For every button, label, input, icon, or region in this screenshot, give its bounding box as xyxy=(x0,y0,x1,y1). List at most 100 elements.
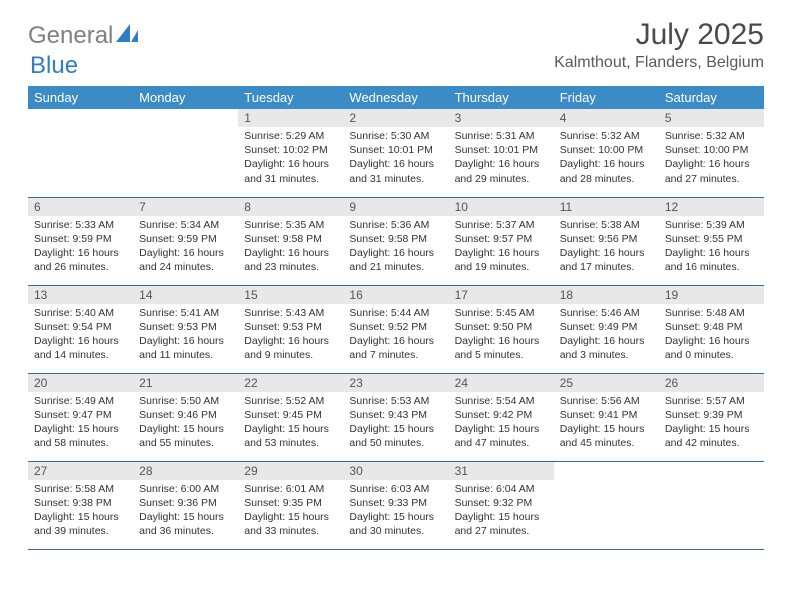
day-details: Sunrise: 5:34 AMSunset: 9:59 PMDaylight:… xyxy=(133,216,238,279)
day-number: 27 xyxy=(28,462,133,480)
day-details: Sunrise: 5:38 AMSunset: 9:56 PMDaylight:… xyxy=(554,216,659,279)
calendar-day-cell: 5Sunrise: 5:32 AMSunset: 10:00 PMDayligh… xyxy=(659,109,764,197)
weekday-header: Monday xyxy=(133,86,238,109)
calendar-day-cell: 21Sunrise: 5:50 AMSunset: 9:46 PMDayligh… xyxy=(133,373,238,461)
day-details: Sunrise: 5:30 AMSunset: 10:01 PMDaylight… xyxy=(343,127,448,190)
logo: General xyxy=(28,22,141,50)
weekday-header-row: SundayMondayTuesdayWednesdayThursdayFrid… xyxy=(28,86,764,109)
day-details: Sunrise: 5:44 AMSunset: 9:52 PMDaylight:… xyxy=(343,304,448,367)
calendar-day-cell: 14Sunrise: 5:41 AMSunset: 9:53 PMDayligh… xyxy=(133,285,238,373)
calendar-day-cell: 30Sunrise: 6:03 AMSunset: 9:33 PMDayligh… xyxy=(343,461,448,549)
calendar-day-cell: 15Sunrise: 5:43 AMSunset: 9:53 PMDayligh… xyxy=(238,285,343,373)
calendar-table: SundayMondayTuesdayWednesdayThursdayFrid… xyxy=(28,86,764,550)
day-details: Sunrise: 5:36 AMSunset: 9:58 PMDaylight:… xyxy=(343,216,448,279)
day-number: 21 xyxy=(133,374,238,392)
calendar-day-cell: 3Sunrise: 5:31 AMSunset: 10:01 PMDayligh… xyxy=(449,109,554,197)
day-details: Sunrise: 5:45 AMSunset: 9:50 PMDaylight:… xyxy=(449,304,554,367)
day-details: Sunrise: 5:50 AMSunset: 9:46 PMDaylight:… xyxy=(133,392,238,455)
day-details: Sunrise: 5:54 AMSunset: 9:42 PMDaylight:… xyxy=(449,392,554,455)
calendar-day-cell: 2Sunrise: 5:30 AMSunset: 10:01 PMDayligh… xyxy=(343,109,448,197)
day-number: 14 xyxy=(133,286,238,304)
day-details: Sunrise: 5:41 AMSunset: 9:53 PMDaylight:… xyxy=(133,304,238,367)
calendar-day-cell: 10Sunrise: 5:37 AMSunset: 9:57 PMDayligh… xyxy=(449,197,554,285)
day-number: 13 xyxy=(28,286,133,304)
calendar-day-cell: 29Sunrise: 6:01 AMSunset: 9:35 PMDayligh… xyxy=(238,461,343,549)
day-number: 10 xyxy=(449,198,554,216)
day-number: 30 xyxy=(343,462,448,480)
day-number: 6 xyxy=(28,198,133,216)
day-number: 5 xyxy=(659,109,764,127)
day-number: 3 xyxy=(449,109,554,127)
day-number: 23 xyxy=(343,374,448,392)
weekday-header: Friday xyxy=(554,86,659,109)
day-details: Sunrise: 5:32 AMSunset: 10:00 PMDaylight… xyxy=(554,127,659,190)
day-details: Sunrise: 5:46 AMSunset: 9:49 PMDaylight:… xyxy=(554,304,659,367)
day-details: Sunrise: 5:32 AMSunset: 10:00 PMDaylight… xyxy=(659,127,764,190)
calendar-day-cell: 22Sunrise: 5:52 AMSunset: 9:45 PMDayligh… xyxy=(238,373,343,461)
calendar-day-cell: 17Sunrise: 5:45 AMSunset: 9:50 PMDayligh… xyxy=(449,285,554,373)
day-number: 9 xyxy=(343,198,448,216)
calendar-day-cell: 26Sunrise: 5:57 AMSunset: 9:39 PMDayligh… xyxy=(659,373,764,461)
day-details: Sunrise: 5:31 AMSunset: 10:01 PMDaylight… xyxy=(449,127,554,190)
day-number: 2 xyxy=(343,109,448,127)
day-number: 16 xyxy=(343,286,448,304)
calendar-body: . . 1Sunrise: 5:29 AMSunset: 10:02 PMDay… xyxy=(28,109,764,549)
calendar-day-cell: 27Sunrise: 5:58 AMSunset: 9:38 PMDayligh… xyxy=(28,461,133,549)
month-title: July 2025 xyxy=(554,18,764,52)
day-details: Sunrise: 5:35 AMSunset: 9:58 PMDaylight:… xyxy=(238,216,343,279)
calendar-day-cell: . xyxy=(554,461,659,549)
calendar-day-cell: 16Sunrise: 5:44 AMSunset: 9:52 PMDayligh… xyxy=(343,285,448,373)
day-number: 24 xyxy=(449,374,554,392)
day-number: 8 xyxy=(238,198,343,216)
day-number: 15 xyxy=(238,286,343,304)
weekday-header: Tuesday xyxy=(238,86,343,109)
calendar-day-cell: 31Sunrise: 6:04 AMSunset: 9:32 PMDayligh… xyxy=(449,461,554,549)
calendar-day-cell: 7Sunrise: 5:34 AMSunset: 9:59 PMDaylight… xyxy=(133,197,238,285)
calendar-day-cell: 6Sunrise: 5:33 AMSunset: 9:59 PMDaylight… xyxy=(28,197,133,285)
weekday-header: Sunday xyxy=(28,86,133,109)
day-details: Sunrise: 5:52 AMSunset: 9:45 PMDaylight:… xyxy=(238,392,343,455)
day-number: 17 xyxy=(449,286,554,304)
weekday-header: Saturday xyxy=(659,86,764,109)
day-number: 29 xyxy=(238,462,343,480)
calendar-day-cell: 25Sunrise: 5:56 AMSunset: 9:41 PMDayligh… xyxy=(554,373,659,461)
day-number: 31 xyxy=(449,462,554,480)
calendar-day-cell: . xyxy=(133,109,238,197)
day-details: Sunrise: 5:29 AMSunset: 10:02 PMDaylight… xyxy=(238,127,343,190)
calendar-week-row: . . 1Sunrise: 5:29 AMSunset: 10:02 PMDay… xyxy=(28,109,764,197)
day-details: Sunrise: 5:53 AMSunset: 9:43 PMDaylight:… xyxy=(343,392,448,455)
day-details: Sunrise: 6:04 AMSunset: 9:32 PMDaylight:… xyxy=(449,480,554,543)
day-details: Sunrise: 6:01 AMSunset: 9:35 PMDaylight:… xyxy=(238,480,343,543)
day-number: 25 xyxy=(554,374,659,392)
calendar-day-cell: 11Sunrise: 5:38 AMSunset: 9:56 PMDayligh… xyxy=(554,197,659,285)
calendar-day-cell: . xyxy=(659,461,764,549)
day-number: 28 xyxy=(133,462,238,480)
day-details: Sunrise: 6:03 AMSunset: 9:33 PMDaylight:… xyxy=(343,480,448,543)
calendar-day-cell: 18Sunrise: 5:46 AMSunset: 9:49 PMDayligh… xyxy=(554,285,659,373)
calendar-day-cell: 23Sunrise: 5:53 AMSunset: 9:43 PMDayligh… xyxy=(343,373,448,461)
day-details: Sunrise: 6:00 AMSunset: 9:36 PMDaylight:… xyxy=(133,480,238,543)
day-number: 7 xyxy=(133,198,238,216)
logo-text-general: General xyxy=(28,22,113,50)
calendar-week-row: 20Sunrise: 5:49 AMSunset: 9:47 PMDayligh… xyxy=(28,373,764,461)
calendar-day-cell: 9Sunrise: 5:36 AMSunset: 9:58 PMDaylight… xyxy=(343,197,448,285)
day-details: Sunrise: 5:33 AMSunset: 9:59 PMDaylight:… xyxy=(28,216,133,279)
day-number: 4 xyxy=(554,109,659,127)
calendar-day-cell: 8Sunrise: 5:35 AMSunset: 9:58 PMDaylight… xyxy=(238,197,343,285)
logo-sail-icon xyxy=(116,24,138,49)
day-number: 26 xyxy=(659,374,764,392)
logo-text-blue: Blue xyxy=(30,52,78,79)
day-number: 18 xyxy=(554,286,659,304)
calendar-week-row: 13Sunrise: 5:40 AMSunset: 9:54 PMDayligh… xyxy=(28,285,764,373)
day-details: Sunrise: 5:56 AMSunset: 9:41 PMDaylight:… xyxy=(554,392,659,455)
calendar-week-row: 6Sunrise: 5:33 AMSunset: 9:59 PMDaylight… xyxy=(28,197,764,285)
day-details: Sunrise: 5:40 AMSunset: 9:54 PMDaylight:… xyxy=(28,304,133,367)
day-number: 1 xyxy=(238,109,343,127)
day-details: Sunrise: 5:48 AMSunset: 9:48 PMDaylight:… xyxy=(659,304,764,367)
calendar-day-cell: 12Sunrise: 5:39 AMSunset: 9:55 PMDayligh… xyxy=(659,197,764,285)
weekday-header: Thursday xyxy=(449,86,554,109)
day-details: Sunrise: 5:58 AMSunset: 9:38 PMDaylight:… xyxy=(28,480,133,543)
calendar-day-cell: 28Sunrise: 6:00 AMSunset: 9:36 PMDayligh… xyxy=(133,461,238,549)
calendar-day-cell: 13Sunrise: 5:40 AMSunset: 9:54 PMDayligh… xyxy=(28,285,133,373)
day-number: 19 xyxy=(659,286,764,304)
